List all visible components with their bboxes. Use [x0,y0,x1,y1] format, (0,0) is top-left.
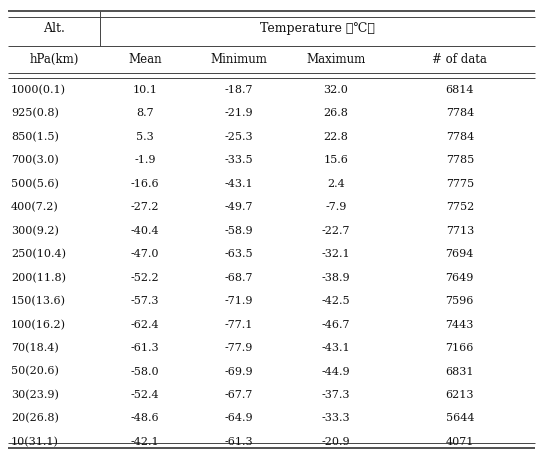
Text: 700(3.0): 700(3.0) [11,155,59,166]
Text: Minimum: Minimum [210,53,267,66]
Text: 500(5.6): 500(5.6) [11,179,59,189]
Text: 2.4: 2.4 [327,179,345,189]
Text: 7443: 7443 [446,319,474,329]
Text: 7166: 7166 [446,343,474,353]
Text: -68.7: -68.7 [224,273,253,283]
Text: -43.1: -43.1 [224,179,253,189]
Text: -48.6: -48.6 [131,414,160,424]
Text: -21.9: -21.9 [224,108,253,118]
Text: Mean: Mean [128,53,162,66]
Text: -58.0: -58.0 [131,367,160,377]
Text: 300(9.2): 300(9.2) [11,226,59,236]
Text: 250(10.4): 250(10.4) [11,249,66,259]
Text: 10.1: 10.1 [132,85,157,95]
Text: 20(26.8): 20(26.8) [11,413,59,424]
Text: -63.5: -63.5 [224,249,253,259]
Text: -61.3: -61.3 [224,437,253,447]
Text: -77.9: -77.9 [224,343,253,353]
Text: 50(20.6): 50(20.6) [11,366,59,377]
Text: 1000(0.1): 1000(0.1) [11,85,66,95]
Text: 100(16.2): 100(16.2) [11,319,66,330]
Text: -32.1: -32.1 [321,249,350,259]
Text: 5644: 5644 [446,414,474,424]
Text: hPa(km): hPa(km) [29,53,79,66]
Text: 6831: 6831 [446,367,474,377]
Text: -42.1: -42.1 [131,437,160,447]
Text: -46.7: -46.7 [322,319,350,329]
Text: -71.9: -71.9 [224,296,253,306]
Text: 26.8: 26.8 [324,108,349,118]
Text: -57.3: -57.3 [131,296,159,306]
Text: 5.3: 5.3 [136,132,154,142]
Text: Maximum: Maximum [306,53,365,66]
Text: 4071: 4071 [446,437,474,447]
Text: 925(0.8): 925(0.8) [11,108,59,119]
Text: 15.6: 15.6 [324,155,349,165]
Text: -43.1: -43.1 [321,343,350,353]
Text: -20.9: -20.9 [321,437,350,447]
Text: Temperature （℃）: Temperature （℃） [260,22,375,35]
Text: 7784: 7784 [446,132,474,142]
Text: 7784: 7784 [446,108,474,118]
Text: # of data: # of data [432,53,487,66]
Text: 7713: 7713 [446,226,474,236]
Text: 200(11.8): 200(11.8) [11,273,66,283]
Text: 7775: 7775 [446,179,474,189]
Text: 6213: 6213 [446,390,474,400]
Text: 8.7: 8.7 [136,108,154,118]
Text: 6814: 6814 [446,85,474,95]
Text: -77.1: -77.1 [224,319,253,329]
Text: 400(7.2): 400(7.2) [11,202,59,212]
Text: -25.3: -25.3 [224,132,253,142]
Text: -16.6: -16.6 [131,179,160,189]
Text: 7649: 7649 [446,273,474,283]
Text: 7752: 7752 [446,202,474,212]
Text: -69.9: -69.9 [224,367,253,377]
Text: -49.7: -49.7 [224,202,253,212]
Text: -64.9: -64.9 [224,414,253,424]
Text: -38.9: -38.9 [321,273,350,283]
Text: 32.0: 32.0 [324,85,349,95]
Text: 70(18.4): 70(18.4) [11,343,59,353]
Text: -40.4: -40.4 [131,226,160,236]
Text: 850(1.5): 850(1.5) [11,132,59,142]
Text: -61.3: -61.3 [131,343,160,353]
Text: -67.7: -67.7 [224,390,253,400]
Text: -37.3: -37.3 [322,390,350,400]
Text: -33.3: -33.3 [321,414,350,424]
Text: -27.2: -27.2 [131,202,159,212]
Text: 22.8: 22.8 [324,132,349,142]
Text: 30(23.9): 30(23.9) [11,390,59,400]
Text: -62.4: -62.4 [131,319,160,329]
Text: -44.9: -44.9 [321,367,350,377]
Text: -7.9: -7.9 [325,202,347,212]
Text: Alt.: Alt. [43,22,65,35]
Text: -58.9: -58.9 [224,226,253,236]
Text: 10(31.1): 10(31.1) [11,437,59,447]
Text: -42.5: -42.5 [321,296,350,306]
Text: -33.5: -33.5 [224,155,253,165]
Text: -52.4: -52.4 [131,390,160,400]
Text: 7785: 7785 [446,155,474,165]
Text: 150(13.6): 150(13.6) [11,296,66,306]
Text: -22.7: -22.7 [322,226,350,236]
Text: -18.7: -18.7 [224,85,253,95]
Text: 7596: 7596 [446,296,474,306]
Text: -47.0: -47.0 [131,249,159,259]
Text: 7694: 7694 [446,249,474,259]
Text: -1.9: -1.9 [134,155,156,165]
Text: -52.2: -52.2 [131,273,160,283]
